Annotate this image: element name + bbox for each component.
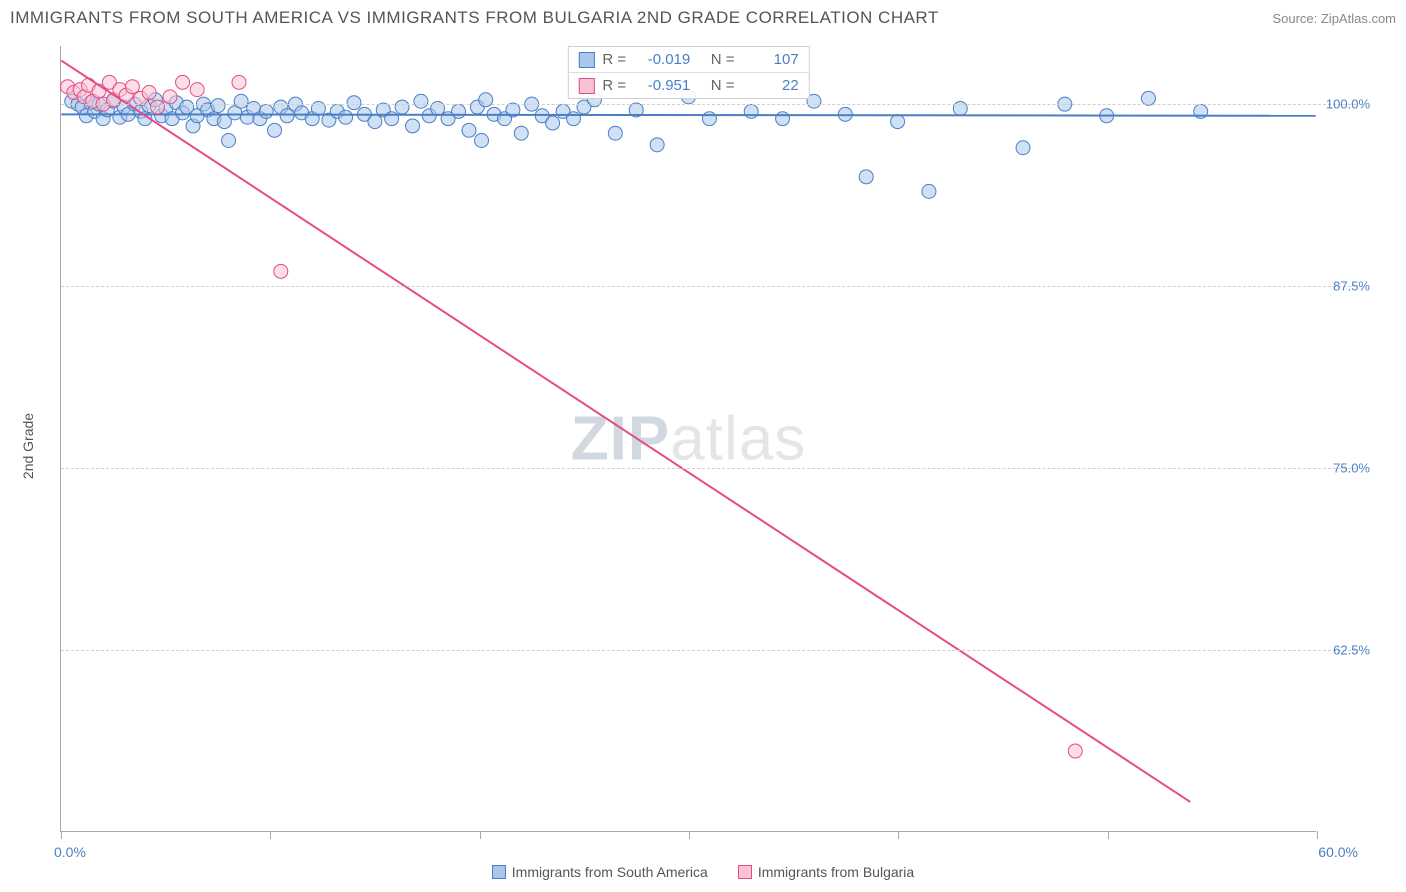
plot-area: ZIPatlas R = -0.019 N = 107 R = -0.951 N… xyxy=(60,46,1316,832)
data-point xyxy=(142,86,156,100)
x-tick xyxy=(689,831,690,839)
data-point xyxy=(702,112,716,126)
data-point xyxy=(280,109,294,123)
y-axis-label: 2nd Grade xyxy=(20,413,36,479)
stats-swatch-series2 xyxy=(578,78,594,94)
chart-svg xyxy=(61,46,1316,831)
data-point xyxy=(125,80,139,94)
r-label-1: R = xyxy=(602,51,630,68)
gridline-h xyxy=(61,286,1356,287)
legend-item-series2: Immigrants from Bulgaria xyxy=(738,864,914,880)
data-point xyxy=(1016,141,1030,155)
data-point xyxy=(744,104,758,118)
data-point xyxy=(163,90,177,104)
r-value-2: -0.951 xyxy=(638,77,690,94)
data-point xyxy=(347,96,361,110)
y-tick-label: 87.5% xyxy=(1333,279,1370,294)
y-tick-label: 100.0% xyxy=(1326,97,1370,112)
stats-swatch-series1 xyxy=(578,52,594,68)
n-label-1: N = xyxy=(698,51,738,68)
data-point xyxy=(232,75,246,89)
stats-row-series1: R = -0.019 N = 107 xyxy=(568,47,808,73)
n-label-2: N = xyxy=(698,77,738,94)
x-axis-max-label: 60.0% xyxy=(1318,844,1358,860)
legend-bottom: Immigrants from South America Immigrants… xyxy=(0,864,1406,880)
data-point xyxy=(650,138,664,152)
gridline-h xyxy=(61,468,1356,469)
chart-title: IMMIGRANTS FROM SOUTH AMERICA VS IMMIGRA… xyxy=(10,8,939,28)
source-attribution: Source: ZipAtlas.com xyxy=(1272,11,1396,26)
gridline-h xyxy=(61,104,1356,105)
x-tick xyxy=(61,831,62,839)
data-point xyxy=(567,112,581,126)
data-point xyxy=(368,115,382,129)
n-value-2: 22 xyxy=(747,77,799,94)
x-tick xyxy=(898,831,899,839)
r-value-1: -0.019 xyxy=(638,51,690,68)
data-point xyxy=(268,123,282,137)
legend-label-series2: Immigrants from Bulgaria xyxy=(758,864,914,880)
legend-swatch-series2 xyxy=(738,865,752,879)
data-point xyxy=(462,123,476,137)
data-point xyxy=(234,94,248,108)
fit-line xyxy=(61,61,1190,802)
data-point xyxy=(339,110,353,124)
stats-row-series2: R = -0.951 N = 22 xyxy=(568,73,808,98)
data-point xyxy=(608,126,622,140)
data-point xyxy=(452,104,466,118)
x-axis-min-label: 0.0% xyxy=(54,844,86,860)
legend-swatch-series1 xyxy=(492,865,506,879)
x-tick xyxy=(1317,831,1318,839)
data-point xyxy=(395,100,409,114)
data-point xyxy=(1141,91,1155,105)
x-tick xyxy=(480,831,481,839)
data-point xyxy=(891,115,905,129)
x-tick xyxy=(1108,831,1109,839)
gridline-h xyxy=(61,650,1356,651)
data-point xyxy=(414,94,428,108)
data-point xyxy=(176,75,190,89)
r-label-2: R = xyxy=(602,77,630,94)
data-point xyxy=(475,133,489,147)
y-tick-label: 62.5% xyxy=(1333,643,1370,658)
data-point xyxy=(406,119,420,133)
data-point xyxy=(514,126,528,140)
data-point xyxy=(274,264,288,278)
n-value-1: 107 xyxy=(747,51,799,68)
stats-legend-box: R = -0.019 N = 107 R = -0.951 N = 22 xyxy=(567,46,809,99)
x-tick xyxy=(270,831,271,839)
y-tick-label: 75.0% xyxy=(1333,461,1370,476)
legend-label-series1: Immigrants from South America xyxy=(512,864,708,880)
data-point xyxy=(190,83,204,97)
data-point xyxy=(1068,744,1082,758)
data-point xyxy=(859,170,873,184)
data-point xyxy=(922,184,936,198)
data-point xyxy=(211,99,225,113)
data-point xyxy=(150,100,164,114)
data-point xyxy=(259,104,273,118)
legend-item-series1: Immigrants from South America xyxy=(492,864,708,880)
data-point xyxy=(546,116,560,130)
data-point xyxy=(776,112,790,126)
data-point xyxy=(222,133,236,147)
